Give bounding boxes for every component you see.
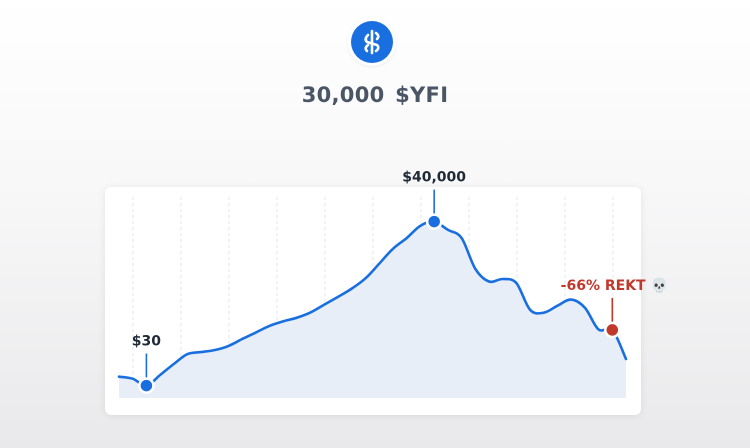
- headline: 30,000 $YFI: [301, 83, 449, 107]
- area-fill: [119, 221, 626, 398]
- annotation-marker: [604, 321, 621, 339]
- yfi-icon: [364, 29, 380, 55]
- annotation-label-40-000: $40,000: [402, 170, 466, 186]
- price-line: [117, 220, 628, 387]
- annotation-label-30: $30: [132, 334, 161, 350]
- yfi-logo: [351, 21, 393, 63]
- annotation-marker: [425, 213, 443, 230]
- annotation-label-66-rekt: -66% REKT 💀: [561, 277, 668, 294]
- annotation-marker: [138, 377, 155, 394]
